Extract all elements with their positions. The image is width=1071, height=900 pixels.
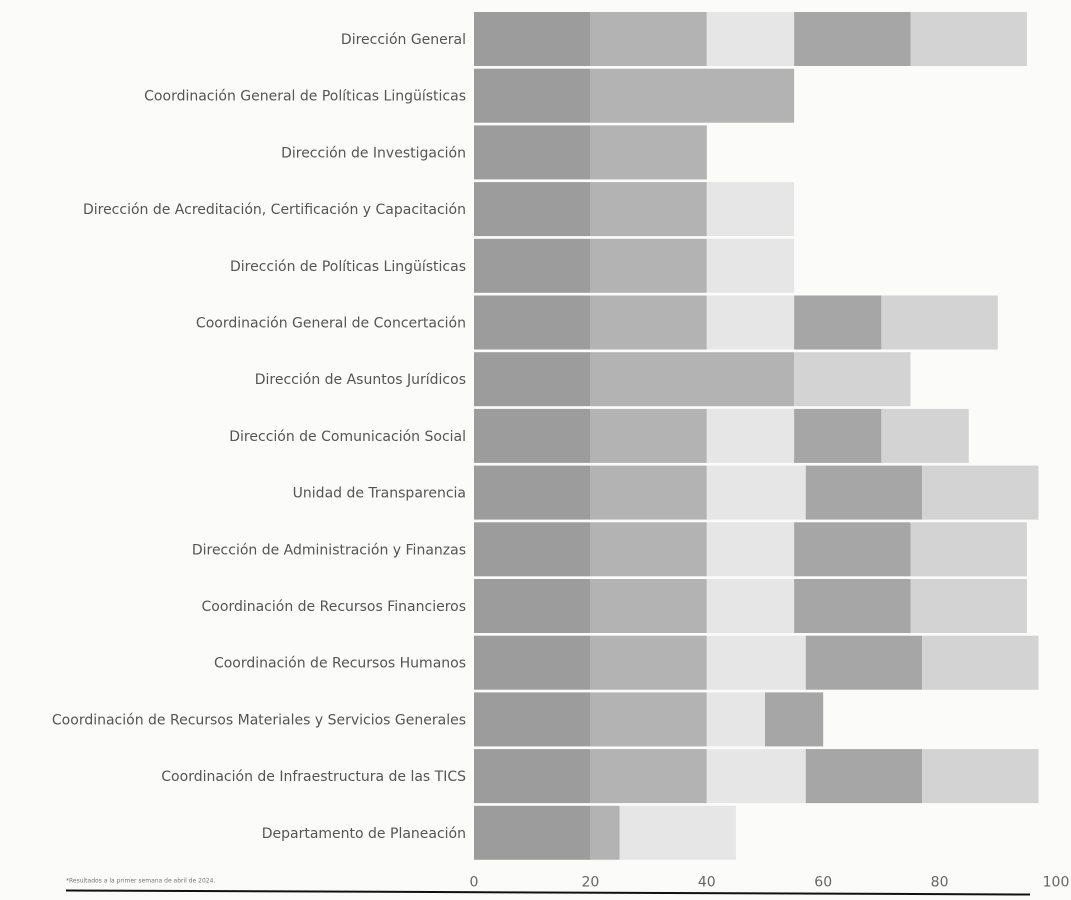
x-tick-label: 20 — [581, 875, 599, 891]
bar-segment — [474, 408, 591, 463]
category-label: Coordinación de Recursos Materiales y Se… — [52, 712, 466, 728]
bar-segment — [590, 352, 795, 407]
x-tick-label: 40 — [698, 875, 716, 891]
bar-segment — [805, 465, 923, 520]
bar-segment — [619, 805, 736, 860]
bar-segment — [474, 295, 591, 350]
bar-segment — [474, 182, 591, 237]
bar-segment — [590, 295, 707, 350]
category-label: Unidad de Transparencia — [293, 486, 466, 502]
category-label: Dirección de Investigación — [281, 145, 466, 161]
category-label: Dirección de Políticas Lingüísticas — [230, 259, 466, 275]
category-label: Dirección de Administración y Finanzas — [192, 542, 466, 558]
bar-segment — [474, 805, 591, 860]
category-label: Coordinación General de Concertación — [196, 316, 466, 332]
bottom-rule — [65, 889, 1031, 896]
bar-segment — [474, 749, 591, 804]
bar-segment — [706, 522, 795, 577]
bar-segment — [474, 68, 591, 123]
bar-segment — [706, 692, 765, 747]
category-label: Coordinación General de Políticas Lingüí… — [144, 89, 466, 105]
bar-segment — [706, 749, 806, 804]
x-tick-label: 100 — [1043, 875, 1070, 891]
bar-segment — [590, 465, 707, 520]
bar-segment — [881, 408, 969, 463]
bar-segment — [474, 522, 591, 577]
bar-segment — [765, 692, 824, 747]
bar-segment — [805, 635, 923, 690]
category-label: Dirección de Asuntos Jurídicos — [255, 372, 466, 388]
bar-segment — [706, 408, 795, 463]
bar-segment — [590, 805, 620, 860]
category-label: Dirección de Acreditación, Certificación… — [83, 202, 466, 218]
bar-segment — [474, 352, 591, 407]
bar-segment — [910, 522, 1027, 577]
bar-segment — [910, 579, 1027, 633]
bar-segment — [706, 295, 795, 350]
bar-segment — [590, 12, 707, 66]
bar-segment — [706, 465, 806, 520]
category-label: Departamento de Planeación — [262, 826, 466, 842]
bar-segment — [474, 579, 591, 633]
category-label: Coordinación de Recursos Financieros — [202, 599, 466, 615]
bar-segment — [590, 408, 707, 463]
bar-segment — [922, 465, 1039, 520]
bar-segment — [706, 635, 806, 690]
bar-segment — [794, 12, 911, 66]
bar-segment — [910, 12, 1027, 66]
bar-segment — [590, 182, 707, 237]
bar-segment — [590, 749, 707, 804]
bar-segment — [881, 295, 998, 350]
category-label: Dirección General — [341, 32, 466, 48]
bar-segment — [706, 238, 795, 293]
bar-segment — [794, 352, 911, 407]
x-tick-label: 60 — [814, 875, 832, 891]
bar-segment — [474, 238, 591, 293]
bar-segment — [590, 68, 795, 123]
bar-segment — [922, 749, 1039, 804]
category-label: Coordinación de Infraestructura de las T… — [161, 769, 466, 785]
bar-segment — [590, 635, 707, 690]
category-label: Coordinación de Recursos Humanos — [214, 656, 466, 672]
bar-segment — [706, 12, 795, 66]
bar-segment — [794, 579, 911, 633]
bar-segment — [474, 635, 591, 690]
bar-segment — [590, 522, 707, 577]
bar-segment — [706, 579, 795, 633]
bar-segment — [474, 692, 591, 747]
category-label: Dirección de Comunicación Social — [229, 429, 466, 445]
bar-segment — [922, 635, 1039, 690]
bar-segment — [474, 465, 591, 520]
footnote: *Resultados a la primer semana de abril … — [66, 878, 215, 885]
bar-segment — [794, 295, 882, 350]
bar-segment — [794, 408, 882, 463]
x-tick-label: 80 — [931, 875, 949, 891]
bar-segment — [805, 749, 923, 804]
bar-segment — [794, 522, 911, 577]
bar-segment — [590, 692, 707, 747]
bar-segment — [474, 12, 591, 66]
x-tick-label: 0 — [470, 875, 479, 891]
bar-segment — [590, 238, 707, 293]
bar-segment — [474, 125, 591, 180]
bar-segment — [590, 579, 707, 633]
bar-segment — [590, 125, 707, 180]
bar-segment — [706, 182, 795, 237]
